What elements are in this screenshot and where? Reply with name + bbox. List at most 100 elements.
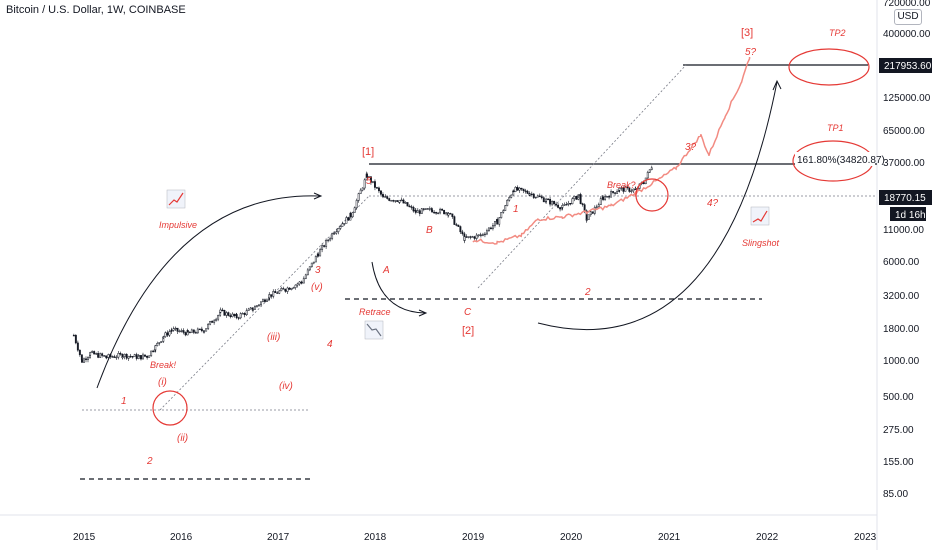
candle <box>176 327 179 332</box>
candle <box>304 274 307 279</box>
candle <box>198 328 201 331</box>
candle <box>630 190 633 192</box>
candle <box>286 287 289 292</box>
candle <box>131 356 134 358</box>
tp2-ellipse <box>788 48 870 86</box>
candle <box>321 245 324 250</box>
candle <box>296 283 299 286</box>
price-tick: 3200.00 <box>883 291 920 302</box>
candle <box>516 186 519 191</box>
time-tick: 2021 <box>658 532 681 543</box>
candle <box>170 329 173 332</box>
candle <box>469 236 472 238</box>
wave-label: 5? <box>745 47 757 58</box>
price-series-2[interactable] <box>472 56 751 245</box>
slingshot-icon <box>750 206 770 226</box>
candle <box>158 342 161 344</box>
currency-badge[interactable]: USD <box>894 9 922 25</box>
candle <box>571 198 574 205</box>
candle <box>506 200 509 206</box>
candle <box>610 191 613 198</box>
candle <box>416 210 419 213</box>
candle <box>272 291 275 297</box>
candle <box>355 200 358 209</box>
candle <box>231 313 234 318</box>
retrace-arrow <box>371 261 426 314</box>
candle <box>292 287 295 289</box>
candle <box>473 236 476 239</box>
candle <box>376 187 378 189</box>
candle <box>329 238 332 241</box>
candle <box>382 195 385 198</box>
candle <box>190 329 193 333</box>
time-tick: 2019 <box>462 532 485 543</box>
candle <box>368 176 370 178</box>
price-tick: 720000.00 <box>883 0 931 9</box>
retrace-icon <box>364 320 384 340</box>
candle <box>129 355 132 358</box>
candle <box>335 231 338 234</box>
candle <box>113 356 116 358</box>
price-axis[interactable]: 720000.00 400000.00 125000.00 65000.00 3… <box>883 0 931 500</box>
wave-label: 1 <box>513 204 519 215</box>
candle <box>573 196 576 199</box>
candle <box>331 233 334 239</box>
tp2-price-marker[interactable]: 217953.60 <box>879 58 932 73</box>
candle <box>178 330 181 333</box>
candle <box>394 200 397 202</box>
candle <box>274 291 277 293</box>
candle <box>347 217 350 221</box>
price-tick: 37000.00 <box>883 158 925 169</box>
wave-label: (i) <box>158 377 167 388</box>
note-label: TP1 <box>827 123 844 133</box>
candle <box>380 190 382 195</box>
candle <box>622 187 625 192</box>
candle <box>408 205 411 208</box>
chart-title: Bitcoin / U.S. Dollar, 1W, COINBASE <box>6 4 186 16</box>
candle <box>123 353 126 357</box>
time-tick: 2015 <box>73 532 96 543</box>
candle <box>595 206 598 208</box>
candle <box>235 314 238 318</box>
candle <box>451 213 454 217</box>
break-circle <box>152 390 188 426</box>
price-tick: 400000.00 <box>883 29 931 40</box>
candle <box>264 299 266 302</box>
candle <box>502 210 505 213</box>
candle <box>563 204 566 206</box>
candle <box>457 224 460 227</box>
candle <box>138 355 140 357</box>
candle <box>241 313 244 315</box>
candle <box>410 206 413 208</box>
candle <box>245 310 248 316</box>
last-price-marker[interactable]: 18770.15 <box>879 190 932 205</box>
time-axis[interactable]: 2015 2016 2017 2018 2019 2020 2021 2022 … <box>73 532 877 543</box>
candle <box>459 226 462 233</box>
candle <box>536 195 539 198</box>
candle <box>144 354 146 357</box>
candle <box>247 308 250 311</box>
slingshot-arrow <box>537 81 778 331</box>
price-tick: 500.00 <box>883 392 914 403</box>
price-series-1[interactable] <box>72 165 653 363</box>
candle <box>135 354 138 359</box>
candle <box>642 182 645 185</box>
candle <box>125 353 128 359</box>
candle <box>439 208 442 214</box>
fib-price-label[interactable]: 161.80%(34820.87) <box>795 152 885 166</box>
candle <box>420 208 423 214</box>
candle <box>196 328 199 334</box>
candle <box>461 231 464 235</box>
time-tick: 2016 <box>170 532 193 543</box>
candle <box>278 290 281 294</box>
candle <box>618 187 621 191</box>
candle <box>359 189 362 194</box>
candle <box>101 353 104 356</box>
countdown-marker[interactable]: 1d 16h <box>890 207 926 221</box>
candle <box>372 181 374 183</box>
candle <box>587 214 590 220</box>
candle <box>378 187 380 192</box>
candle <box>591 211 594 214</box>
candle <box>276 292 279 294</box>
